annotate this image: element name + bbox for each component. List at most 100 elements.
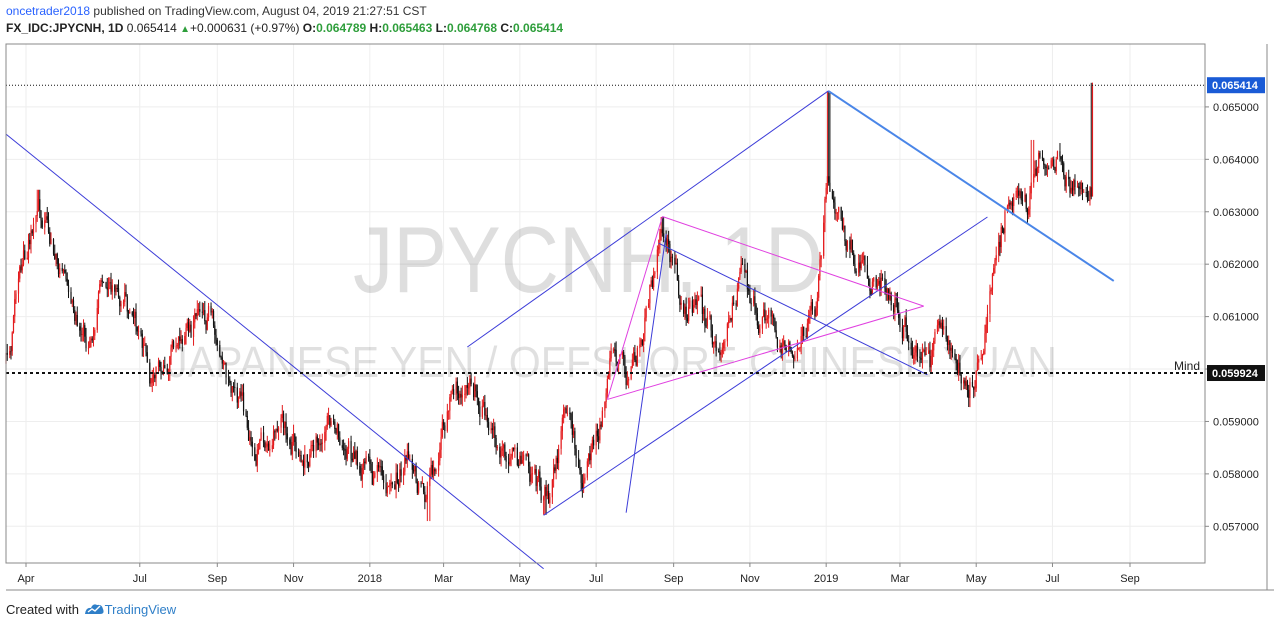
author-link[interactable]: oncetrader2018	[6, 4, 91, 18]
candle-body	[300, 455, 302, 463]
candle-body	[835, 212, 837, 214]
candle	[679, 294, 681, 313]
candle-body	[669, 243, 671, 263]
candle	[706, 308, 708, 329]
candle-body	[691, 300, 693, 313]
candle-body	[825, 187, 827, 200]
candle	[432, 460, 435, 480]
candle	[781, 338, 784, 361]
candle-body	[125, 292, 127, 297]
candle	[589, 445, 591, 465]
candle	[337, 423, 340, 442]
candle-body	[267, 443, 270, 451]
candle	[635, 355, 637, 367]
candle-body	[61, 268, 63, 272]
candle	[854, 254, 856, 274]
candle	[482, 396, 485, 408]
candle	[265, 441, 267, 453]
candle	[613, 347, 615, 354]
candle	[980, 350, 982, 361]
candle-body	[861, 260, 864, 262]
candle-body	[390, 482, 392, 484]
candle-body	[259, 439, 261, 450]
candle	[683, 300, 685, 317]
candle	[583, 473, 585, 494]
price-axis[interactable]: 0.0650000.0640000.0630000.0620000.061000…	[1205, 77, 1265, 533]
candle	[640, 338, 642, 348]
candle-body	[32, 223, 35, 234]
candle-body	[1071, 187, 1074, 191]
candle-body	[605, 393, 607, 403]
candle-body	[671, 256, 673, 258]
candle	[763, 302, 765, 318]
candle	[250, 431, 252, 447]
candle	[636, 345, 638, 367]
candle-body	[31, 230, 33, 234]
candle-body	[246, 415, 248, 428]
candle	[529, 461, 531, 487]
candle-body	[430, 465, 432, 474]
candle	[755, 303, 757, 321]
candle	[686, 314, 688, 323]
candle-body	[146, 352, 148, 363]
candle-body	[923, 350, 925, 352]
candle-body	[729, 318, 731, 321]
time-axis[interactable]: Apr Jul Sep Nov 2018 Mar May Jul Sep Nov 2019 Mar Ma…	[17, 563, 1140, 585]
candle	[469, 375, 471, 395]
candle-body	[376, 465, 378, 473]
candle-body	[644, 317, 646, 334]
candle-body	[1004, 211, 1006, 233]
x-tick-label: Apr	[17, 573, 34, 585]
candle-body	[369, 456, 371, 464]
x-tick-label: 2018	[358, 573, 382, 585]
candle	[720, 349, 722, 363]
candle-body	[530, 474, 532, 482]
candle	[79, 322, 81, 337]
candle-body	[365, 456, 367, 464]
candle	[302, 454, 305, 477]
candle	[724, 338, 726, 352]
candle-body	[528, 454, 530, 467]
candle	[190, 320, 192, 339]
candle	[931, 342, 934, 365]
candle-body	[749, 290, 751, 304]
candle	[220, 355, 222, 360]
candle-body	[526, 454, 528, 456]
candle-body	[297, 451, 300, 456]
candle	[1064, 174, 1066, 191]
candle-body	[170, 347, 172, 357]
candle	[370, 459, 372, 474]
candle-body	[40, 210, 42, 221]
candle	[665, 230, 667, 252]
candle	[47, 212, 50, 234]
candle	[691, 296, 693, 317]
candle	[588, 453, 590, 467]
candle-body	[1046, 167, 1049, 169]
candle-body	[444, 425, 446, 431]
candle	[615, 341, 617, 367]
candle-body	[190, 324, 192, 337]
candle-body	[736, 288, 739, 306]
candle	[231, 386, 233, 402]
candle	[928, 343, 930, 355]
candle-body	[713, 341, 715, 345]
candle	[412, 464, 415, 474]
candle-body	[914, 352, 916, 356]
candle	[142, 337, 145, 357]
tradingview-link[interactable]: TradingView	[104, 602, 177, 617]
candle	[90, 336, 92, 348]
candle-body	[1090, 187, 1092, 197]
candle-body	[850, 239, 852, 250]
candle	[684, 303, 686, 320]
candle-body	[833, 198, 835, 203]
candle-body	[449, 397, 451, 411]
y-tick-label: 0.065000	[1213, 102, 1259, 114]
candle-body	[447, 410, 450, 412]
candle-body	[294, 434, 296, 443]
candle-body	[140, 330, 142, 334]
candle	[61, 263, 63, 274]
candle	[126, 294, 128, 319]
candle-body	[894, 298, 896, 313]
candle	[991, 272, 994, 296]
